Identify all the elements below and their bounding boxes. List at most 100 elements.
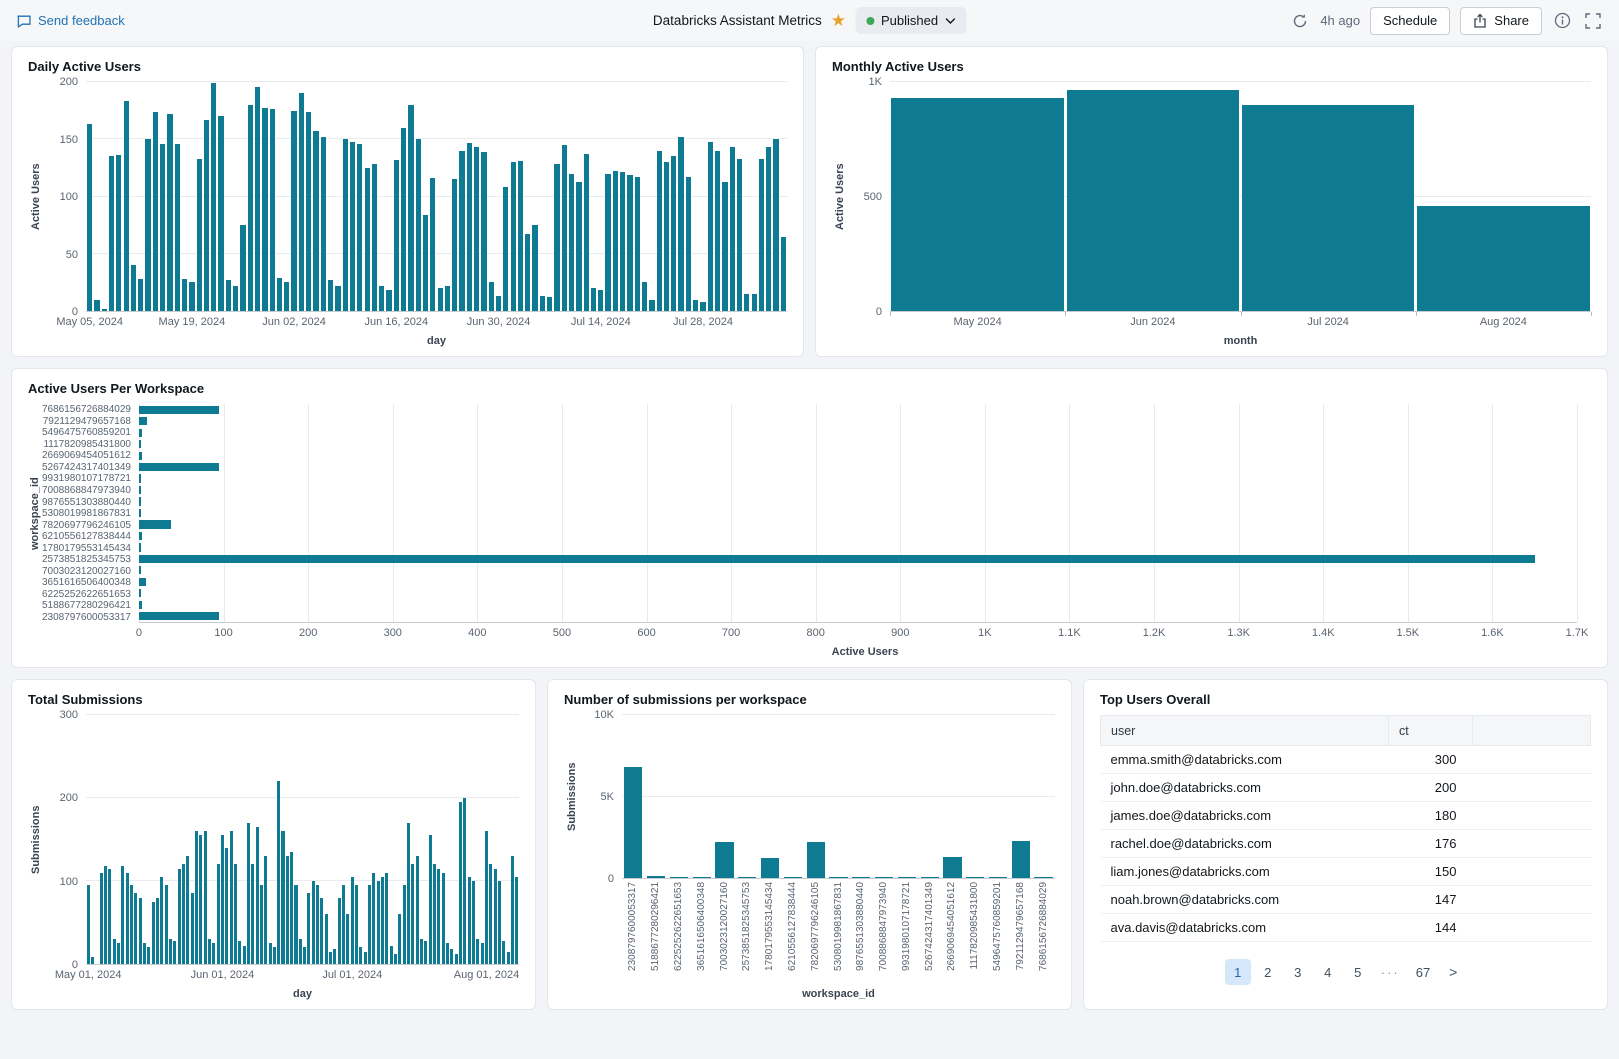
bar[interactable] xyxy=(379,285,385,311)
bar[interactable] xyxy=(715,150,721,311)
bar[interactable] xyxy=(386,290,392,311)
bar[interactable] xyxy=(186,856,190,964)
bar[interactable] xyxy=(446,943,450,964)
bar[interactable] xyxy=(363,951,367,964)
bar[interactable] xyxy=(485,831,489,964)
bar[interactable] xyxy=(199,835,203,964)
bar[interactable] xyxy=(437,868,441,964)
bar[interactable] xyxy=(233,864,237,964)
bar[interactable] xyxy=(497,881,501,964)
bar[interactable] xyxy=(554,164,560,311)
bar[interactable] xyxy=(394,954,398,964)
bar[interactable] xyxy=(194,831,198,964)
bar[interactable] xyxy=(766,147,772,311)
bar[interactable] xyxy=(138,566,142,575)
bar[interactable] xyxy=(454,954,458,964)
bar[interactable] xyxy=(190,893,194,964)
bar[interactable] xyxy=(685,177,692,311)
bar[interactable] xyxy=(411,864,415,964)
bar[interactable] xyxy=(700,301,706,311)
bar[interactable] xyxy=(463,798,467,964)
bar[interactable] xyxy=(389,945,393,964)
bar[interactable] xyxy=(276,277,283,311)
page-button-1[interactable]: 1 xyxy=(1224,959,1251,985)
bar[interactable] xyxy=(160,143,166,311)
bar[interactable] xyxy=(138,589,142,598)
table-row[interactable]: james.doe@databricks.com 180 xyxy=(1100,801,1591,830)
bar[interactable] xyxy=(138,497,142,506)
page-button-67[interactable]: 67 xyxy=(1410,959,1436,985)
bar[interactable] xyxy=(780,236,786,311)
bar[interactable] xyxy=(874,877,894,878)
table-row[interactable]: ian.vandervegt@databricks.com78 xyxy=(1100,941,1591,949)
bar[interactable] xyxy=(480,943,484,964)
bar[interactable] xyxy=(247,104,253,311)
bar[interactable] xyxy=(324,914,328,964)
bar[interactable] xyxy=(437,288,443,311)
table-row[interactable]: john.doe@databricks.com 200 xyxy=(1100,773,1591,802)
bar[interactable] xyxy=(320,136,326,311)
bar[interactable] xyxy=(272,947,276,964)
bar[interactable] xyxy=(268,943,272,964)
bar[interactable] xyxy=(707,141,713,311)
bar[interactable] xyxy=(269,109,275,311)
bar[interactable] xyxy=(758,158,765,311)
bar[interactable] xyxy=(459,802,463,964)
bar[interactable] xyxy=(583,154,589,311)
bar[interactable] xyxy=(303,947,307,964)
bar[interactable] xyxy=(138,485,142,495)
bar[interactable] xyxy=(568,173,575,311)
bar[interactable] xyxy=(624,767,643,878)
bar[interactable] xyxy=(130,265,137,311)
bar[interactable] xyxy=(493,868,497,964)
bar[interactable] xyxy=(693,299,699,311)
bar[interactable] xyxy=(647,876,666,878)
bar[interactable] xyxy=(138,451,142,460)
bar[interactable] xyxy=(515,876,519,964)
bar[interactable] xyxy=(138,278,144,311)
bar[interactable] xyxy=(641,282,648,311)
bar[interactable] xyxy=(225,847,229,964)
next-page-button[interactable]: > xyxy=(1440,959,1466,985)
bar[interactable] xyxy=(452,179,458,311)
bar[interactable] xyxy=(116,155,122,311)
bar[interactable] xyxy=(333,949,337,964)
info-button[interactable] xyxy=(1552,10,1573,31)
bar[interactable] xyxy=(517,161,524,311)
bar[interactable] xyxy=(806,842,825,878)
bar[interactable] xyxy=(349,141,356,311)
bar[interactable] xyxy=(281,831,285,964)
bar[interactable] xyxy=(225,280,231,311)
send-feedback-link[interactable]: Send feedback xyxy=(16,13,125,29)
bar[interactable] xyxy=(355,885,359,964)
bar[interactable] xyxy=(422,214,429,311)
bar[interactable] xyxy=(773,139,779,311)
bar[interactable] xyxy=(1066,90,1240,311)
bar[interactable] xyxy=(147,947,151,964)
bar[interactable] xyxy=(576,181,582,311)
bar[interactable] xyxy=(428,835,432,964)
bar[interactable] xyxy=(715,842,734,878)
favorite-star-icon[interactable]: ★ xyxy=(830,11,846,30)
bar[interactable] xyxy=(441,872,445,964)
bar[interactable] xyxy=(1417,205,1590,311)
bar[interactable] xyxy=(152,111,158,311)
bar[interactable] xyxy=(251,864,255,964)
bar[interactable] xyxy=(722,181,728,311)
bar[interactable] xyxy=(181,864,185,964)
bar[interactable] xyxy=(285,856,289,964)
bar[interactable] xyxy=(335,285,341,311)
bar[interactable] xyxy=(729,147,735,311)
bar[interactable] xyxy=(466,142,472,311)
bar[interactable] xyxy=(407,822,411,964)
bar[interactable] xyxy=(196,158,202,311)
bar[interactable] xyxy=(138,554,1535,563)
bar[interactable] xyxy=(476,939,480,964)
bar[interactable] xyxy=(218,116,224,311)
bar[interactable] xyxy=(337,897,341,964)
bar[interactable] xyxy=(736,158,743,311)
bar[interactable] xyxy=(103,866,107,964)
bar[interactable] xyxy=(262,108,268,311)
table-row[interactable]: emma.smith@databricks.com 300 xyxy=(1100,745,1591,774)
schedule-button[interactable]: Schedule xyxy=(1370,6,1451,35)
